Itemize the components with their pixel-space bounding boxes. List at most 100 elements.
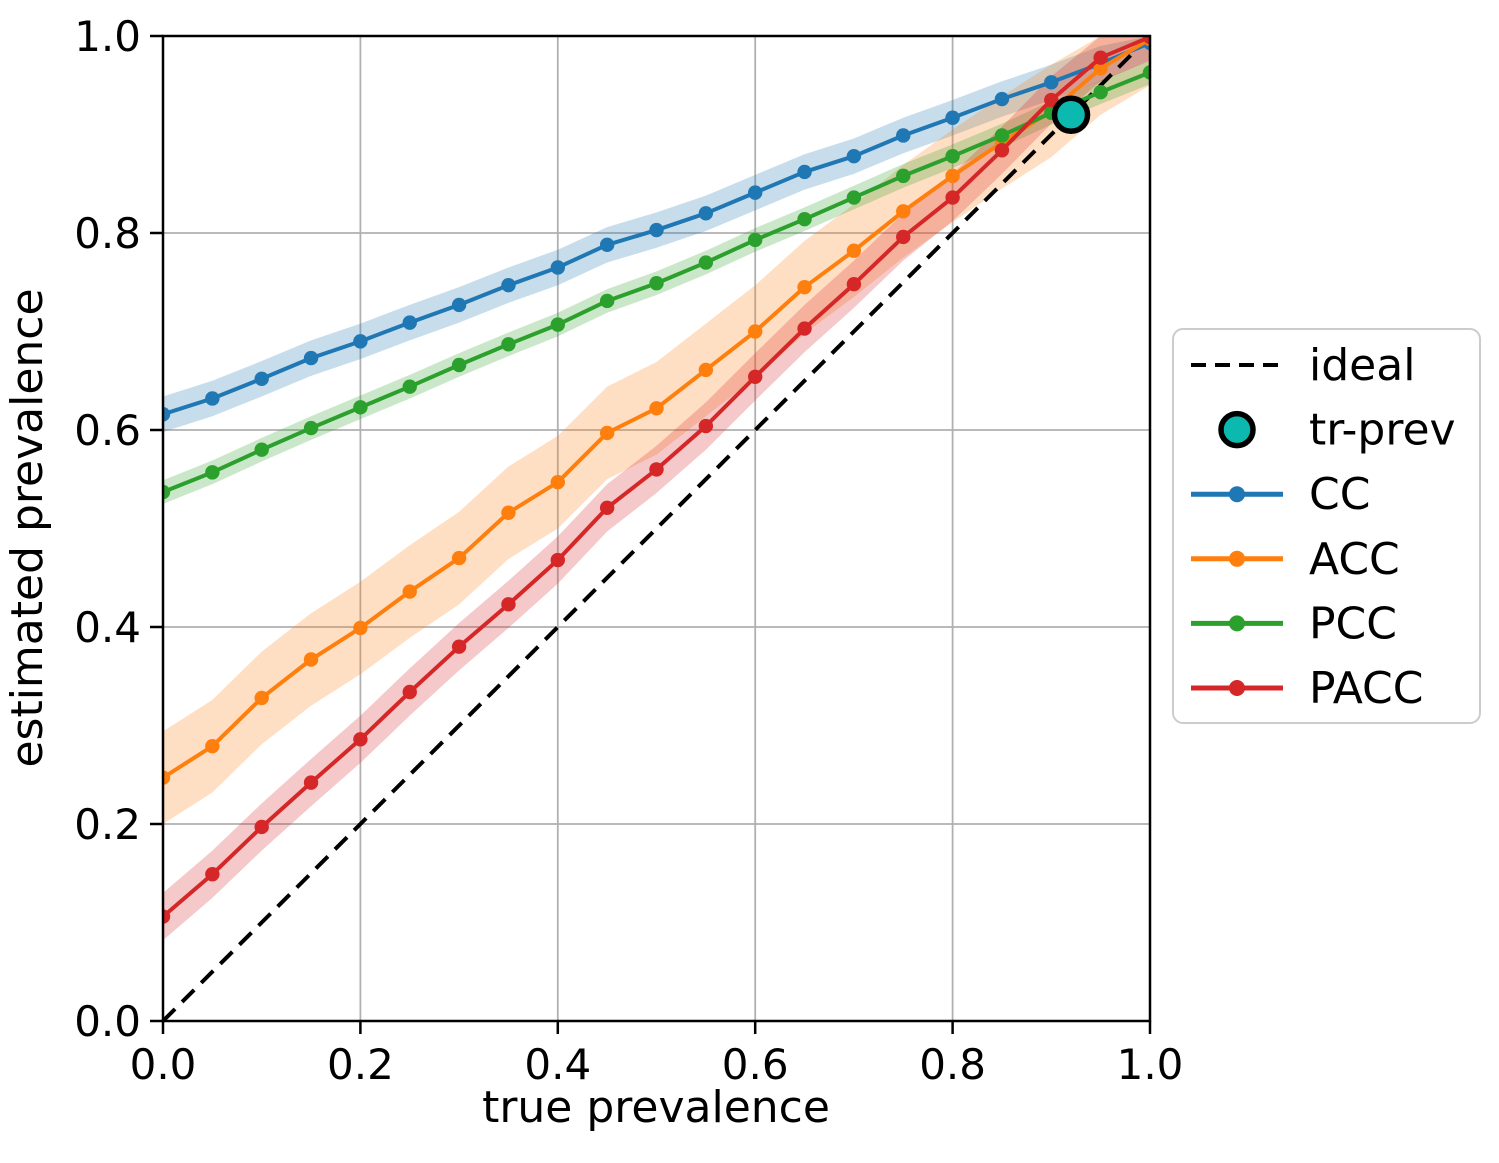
series-marker-acc bbox=[896, 204, 911, 219]
series-marker-pacc bbox=[1093, 50, 1108, 65]
series-marker-pcc bbox=[1093, 84, 1108, 100]
series-marker-pacc bbox=[599, 500, 615, 516]
series-marker-acc bbox=[254, 690, 269, 706]
series-marker-cc bbox=[994, 91, 1010, 107]
legend-sample-marker bbox=[1229, 550, 1245, 567]
series-marker-pacc bbox=[1044, 92, 1059, 108]
x-tick-label: 0.0 bbox=[130, 1040, 197, 1089]
series-marker-pcc bbox=[254, 442, 269, 457]
series-marker-pacc bbox=[797, 321, 812, 336]
legend-label: PCC bbox=[1309, 598, 1397, 649]
legend-item-pcc: PCC bbox=[1191, 598, 1397, 649]
series-marker-pacc bbox=[846, 277, 862, 292]
series-marker-acc bbox=[945, 168, 960, 184]
series-marker-acc bbox=[303, 652, 319, 667]
y-tick-label: 0.0 bbox=[74, 997, 141, 1046]
legend-item-acc: ACC bbox=[1191, 534, 1400, 585]
series-marker-pcc bbox=[994, 128, 1010, 143]
series-marker-cc bbox=[254, 371, 269, 386]
y-tick-label: 0.8 bbox=[74, 209, 141, 258]
series-marker-acc bbox=[649, 401, 664, 416]
series-marker-acc bbox=[698, 362, 714, 378]
series-marker-cc bbox=[163, 407, 171, 422]
legend-sample-marker bbox=[1229, 486, 1245, 503]
y-tick-label: 0.6 bbox=[74, 406, 141, 455]
series-marker-cc bbox=[797, 164, 812, 180]
legend-label: CC bbox=[1309, 469, 1370, 520]
legend-sample-circle bbox=[1218, 410, 1256, 449]
series-marker-acc bbox=[748, 324, 763, 339]
series-pacc bbox=[163, 36, 1150, 924]
series-marker-acc bbox=[846, 243, 862, 258]
series-marker-cc bbox=[402, 315, 417, 330]
x-tick-label: 0.2 bbox=[327, 1040, 394, 1089]
ideal-line bbox=[161, 34, 1152, 1023]
legend: ideal tr-prev CC ACC PCC PACC bbox=[1172, 328, 1481, 724]
series-marker-pcc bbox=[501, 337, 516, 352]
tr-prev-marker bbox=[1051, 95, 1091, 135]
legend-item-cc: CC bbox=[1191, 469, 1370, 520]
legend-label: ACC bbox=[1309, 534, 1400, 585]
legend-sample-marker bbox=[1229, 615, 1245, 632]
band-pacc bbox=[163, 36, 1150, 941]
series-marker-pcc bbox=[550, 317, 565, 332]
series-marker-cc bbox=[599, 237, 615, 253]
series-marker-cc bbox=[303, 350, 319, 366]
legend-label: PACC bbox=[1309, 663, 1424, 714]
legend-item-tr-prev: tr-prev bbox=[1218, 405, 1456, 456]
series-marker-cc bbox=[698, 206, 714, 221]
series-marker-pcc bbox=[353, 400, 368, 415]
series-marker-pcc bbox=[303, 420, 319, 436]
y-tick-label: 0.4 bbox=[74, 603, 141, 652]
series-marker-acc bbox=[550, 475, 565, 490]
series-marker-pacc bbox=[205, 867, 220, 882]
legend-label: ideal bbox=[1309, 340, 1415, 391]
series-marker-pcc bbox=[846, 190, 862, 205]
series-marker-cc bbox=[896, 128, 911, 143]
series-marker-acc bbox=[1093, 61, 1108, 76]
series-marker-pcc bbox=[945, 148, 960, 164]
series-marker-acc bbox=[599, 425, 615, 441]
series-marker-acc bbox=[353, 620, 368, 636]
x-tick-label: 0.8 bbox=[919, 1040, 986, 1089]
series-marker-pacc bbox=[748, 369, 763, 385]
x-tick-label: 0.4 bbox=[524, 1040, 591, 1089]
series-marker-pcc bbox=[599, 293, 615, 309]
series-marker-cc bbox=[748, 185, 763, 200]
y-tick-label: 1.0 bbox=[74, 12, 141, 61]
series-marker-pcc bbox=[205, 465, 220, 480]
series-marker-pcc bbox=[698, 255, 714, 270]
series-marker-acc bbox=[205, 738, 220, 754]
axis-ticks bbox=[150, 34, 1152, 1034]
y-axis-label: estimated prevalence bbox=[2, 288, 53, 767]
series-cc bbox=[163, 36, 1150, 422]
series-marker-pacc bbox=[649, 462, 664, 477]
series-marker-cc bbox=[846, 148, 862, 164]
series-marker-pacc bbox=[353, 732, 368, 747]
x-tick-label: 0.6 bbox=[722, 1040, 789, 1089]
series-marker-cc bbox=[501, 278, 516, 293]
x-tick-label: 1.0 bbox=[1117, 1040, 1184, 1089]
series-marker-pacc bbox=[945, 190, 960, 205]
series-marker-acc bbox=[501, 505, 516, 520]
legend-sample-marker bbox=[1229, 680, 1245, 696]
y-tick-labels: 0.0 0.2 0.4 0.6 0.8 1.0 bbox=[74, 12, 141, 1046]
series-marker-cc bbox=[353, 334, 368, 349]
series-marker-pcc bbox=[402, 379, 417, 394]
series-marker-pcc bbox=[1142, 65, 1150, 80]
series-marker-pacc bbox=[163, 909, 171, 924]
series-marker-cc bbox=[945, 110, 960, 125]
plot-frame bbox=[161, 34, 1152, 1023]
series-marker-cc bbox=[205, 391, 220, 406]
series-marker-acc bbox=[402, 584, 417, 599]
series-marker-pacc bbox=[303, 775, 319, 790]
series-marker-pacc bbox=[402, 684, 417, 700]
series-marker-pacc bbox=[698, 418, 714, 434]
series-marker-pacc bbox=[254, 819, 269, 835]
series-marker-pacc bbox=[501, 597, 516, 612]
ideal-diagonal-line bbox=[161, 34, 1152, 1023]
series-marker-acc bbox=[797, 279, 812, 295]
legend-label: tr-prev bbox=[1309, 405, 1456, 456]
